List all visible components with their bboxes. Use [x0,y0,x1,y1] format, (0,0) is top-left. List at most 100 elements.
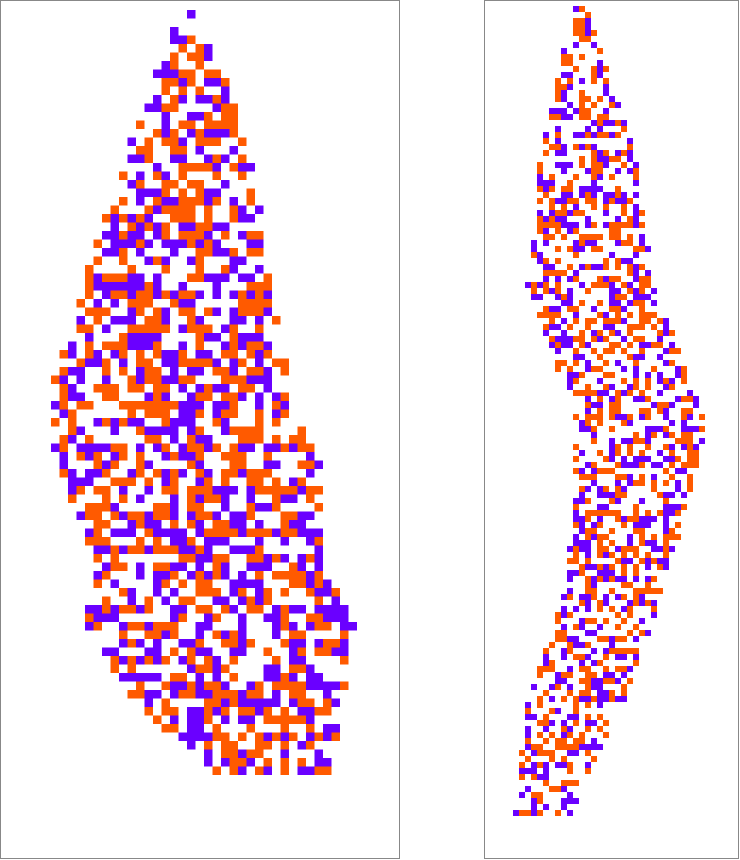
cell [187,426,196,435]
cell [615,192,621,198]
cell [561,804,567,810]
cell [144,188,153,197]
cell [513,810,519,816]
cell [85,333,94,342]
cell [238,154,247,163]
cell [238,511,247,520]
cell [531,714,537,720]
cell [178,120,187,129]
cell [229,163,238,172]
cell [187,256,196,265]
cell [102,367,111,376]
cell [68,435,77,444]
cell [633,324,639,330]
cell [567,60,573,66]
cell [187,316,196,325]
cell [603,486,609,492]
cell [603,264,609,270]
cell [633,636,639,642]
cell [609,678,615,684]
cell [136,452,145,461]
cell [255,435,264,444]
cell [195,163,204,172]
cell [161,630,170,639]
cell [280,367,289,376]
cell [170,350,179,359]
cell [615,624,621,630]
cell [633,192,639,198]
cell [699,426,705,432]
cell [543,768,549,774]
cell [639,540,645,546]
cell [591,144,597,150]
cell [669,402,675,408]
cell [255,248,264,257]
cell [663,456,669,462]
cell [161,418,170,427]
cell [609,408,615,414]
cell [561,786,567,792]
cell [297,460,306,469]
cell [627,150,633,156]
cell [314,562,323,571]
cell [136,571,145,580]
cell [663,498,669,504]
cell [561,726,567,732]
cell [609,288,615,294]
cell [178,163,187,172]
cell [136,239,145,248]
cell [170,69,179,78]
cell [597,570,603,576]
cell [229,256,238,265]
cell [633,360,639,366]
cell [212,282,221,291]
cell [549,288,555,294]
cell [238,588,247,597]
cell [555,678,561,684]
cell [615,258,621,264]
cell [187,545,196,554]
cell [621,546,627,552]
cell [153,316,162,325]
cell [609,342,615,348]
cell [187,10,196,19]
cell [178,613,187,622]
cell [212,290,221,299]
cell [289,494,298,503]
cell [195,486,204,495]
cell [591,102,597,108]
cell [669,444,675,450]
cell [178,290,187,299]
cell [297,647,306,656]
cell [687,456,693,462]
cell [603,648,609,654]
cell [615,696,621,702]
cell [615,480,621,486]
cell [110,426,119,435]
cell [543,330,549,336]
cell [555,366,561,372]
cell [280,681,289,690]
cell [187,375,196,384]
cell [221,537,230,546]
cell [195,443,204,452]
cell [585,414,591,420]
cell [573,240,579,246]
cell [597,330,603,336]
cell [178,205,187,214]
cell [639,498,645,504]
cell [615,240,621,246]
cell [127,545,136,554]
cell [603,390,609,396]
cell [561,762,567,768]
cell [615,234,621,240]
cell [615,276,621,282]
cell [187,435,196,444]
cell [663,510,669,516]
cell [591,462,597,468]
cell [221,129,230,138]
cell [651,288,657,294]
cell [102,282,111,291]
cell [153,622,162,631]
cell [161,486,170,495]
